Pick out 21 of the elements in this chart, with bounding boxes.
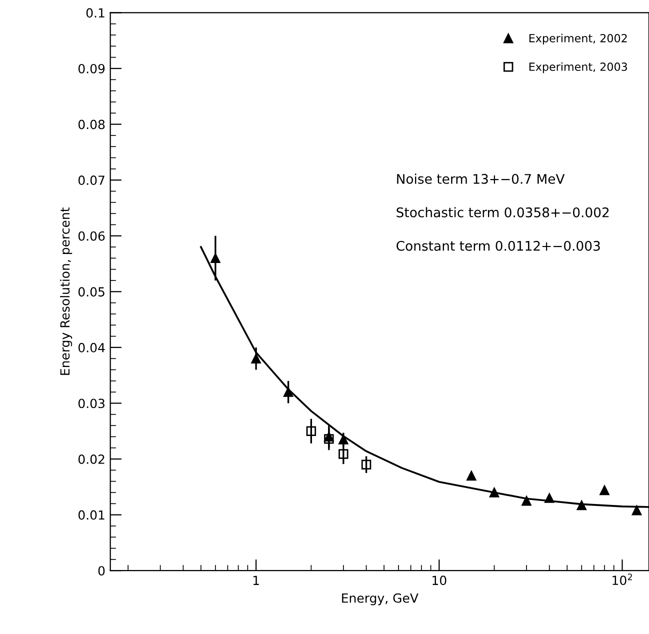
x-axis-title: Energy, GeV [342, 593, 418, 606]
x-tick-label: 10$^{2}$ [612, 574, 632, 586]
annotation: Constant term 0.0112+−0.003 [396, 240, 600, 251]
y-tick-label: 0.1 [86, 8, 104, 18]
legend-label: Experiment, 2002 [529, 34, 627, 45]
y-tick-label: 0.06 [78, 231, 105, 241]
y-axis-title: Energy Resolution, percent [60, 208, 72, 375]
y-tick-label: 0.09 [78, 64, 105, 74]
x-tick-label: 1 [253, 576, 259, 585]
y-tick-label: 0.07 [78, 176, 104, 185]
annotation: Noise term 13+−0.7 MeV [397, 174, 565, 184]
y-tick-label: 0.02 [78, 454, 104, 464]
x-tick-label: 10 [432, 576, 446, 586]
y-tick-label: 0.05 [78, 287, 104, 297]
annotation: Stochastic term 0.0358+−0.002 [396, 207, 609, 218]
y-tick-label: 0.03 [78, 398, 104, 408]
y-tick-label: 0.01 [78, 510, 104, 520]
y-tick-label: 0.08 [78, 120, 105, 130]
legend-label: Experiment, 2003 [529, 62, 627, 74]
y-tick-label: 0 [98, 566, 105, 576]
y-tick-label: 0.04 [78, 342, 105, 352]
